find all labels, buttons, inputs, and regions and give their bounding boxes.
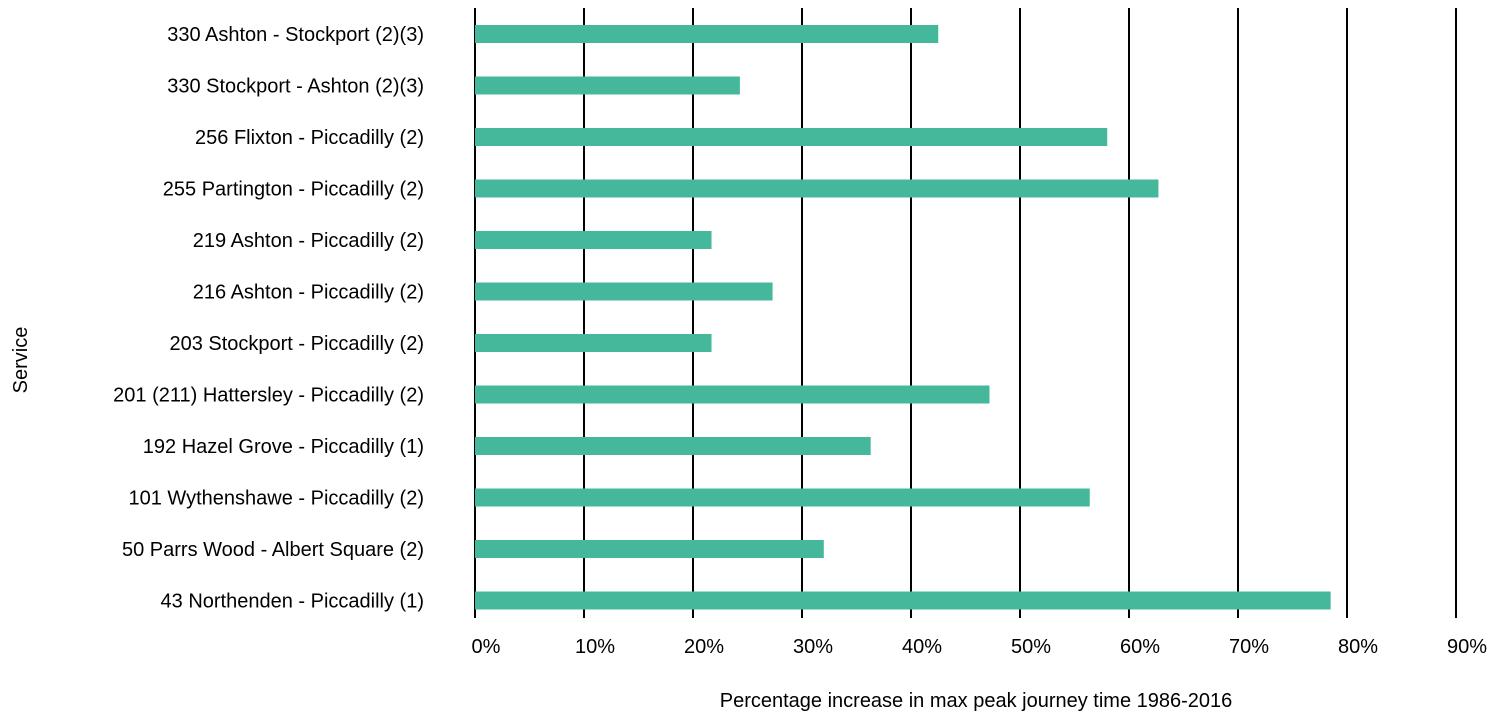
category-label: 330 Stockport - Ashton (2)(3) (167, 76, 424, 98)
category-labels: 330 Ashton - Stockport (2)(3) 330 Stockpo… (113, 24, 424, 613)
x-tick-label: 40% (902, 636, 942, 658)
category-label: 203 Stockport - Piccadilly (2) (169, 333, 424, 355)
category-label: 201 (211) Hattersley - Piccadilly (2) (113, 385, 424, 407)
category-label: 216 Ashton - Piccadilly (2) (193, 282, 424, 304)
bar (475, 591, 1331, 610)
category-label: 255 Partington - Piccadilly (2) (163, 179, 424, 201)
x-tick-label: 0% (472, 636, 501, 658)
bar (475, 76, 740, 95)
bar (475, 282, 773, 301)
category-label: 43 Northenden - Piccadilly (1) (161, 591, 424, 613)
x-tick-label: 30% (793, 636, 833, 658)
bar (475, 231, 712, 249)
y-axis-title: Service (10, 327, 32, 394)
category-label: 50 Parrs Wood - Albert Square (2) (122, 539, 424, 561)
category-label: 256 Flixton - Piccadilly (2) (195, 127, 424, 149)
x-tick-label: 10% (575, 636, 615, 658)
x-tick-label: 50% (1011, 636, 1051, 658)
bar (475, 437, 871, 455)
bar (475, 385, 990, 404)
category-label: 192 Hazel Grove - Piccadilly (1) (143, 436, 424, 458)
x-tick-label: 20% (684, 636, 724, 658)
category-label: 101 Wythenshawe - Piccadilly (2) (129, 488, 425, 510)
x-tick-label: 80% (1338, 636, 1378, 658)
x-tick-label: 60% (1120, 636, 1160, 658)
bar (475, 25, 939, 43)
bar (475, 488, 1090, 507)
x-tick-label: 70% (1229, 636, 1269, 658)
category-label: 330 Ashton - Stockport (2)(3) (167, 24, 424, 46)
bar (475, 540, 824, 558)
bar (475, 179, 1159, 198)
x-tick-labels: 0% 10% 20% 30% 40% 50% 60% 70% 80% 90% (472, 636, 1488, 658)
bar (475, 128, 1108, 146)
bar (475, 334, 712, 352)
bars (475, 25, 1331, 610)
x-axis-title: Percentage increase in max peak journey … (720, 690, 1233, 712)
gridlines (474, 8, 1457, 618)
x-tick-label: 90% (1447, 636, 1487, 658)
category-label: 219 Ashton - Piccadilly (2) (193, 230, 424, 252)
